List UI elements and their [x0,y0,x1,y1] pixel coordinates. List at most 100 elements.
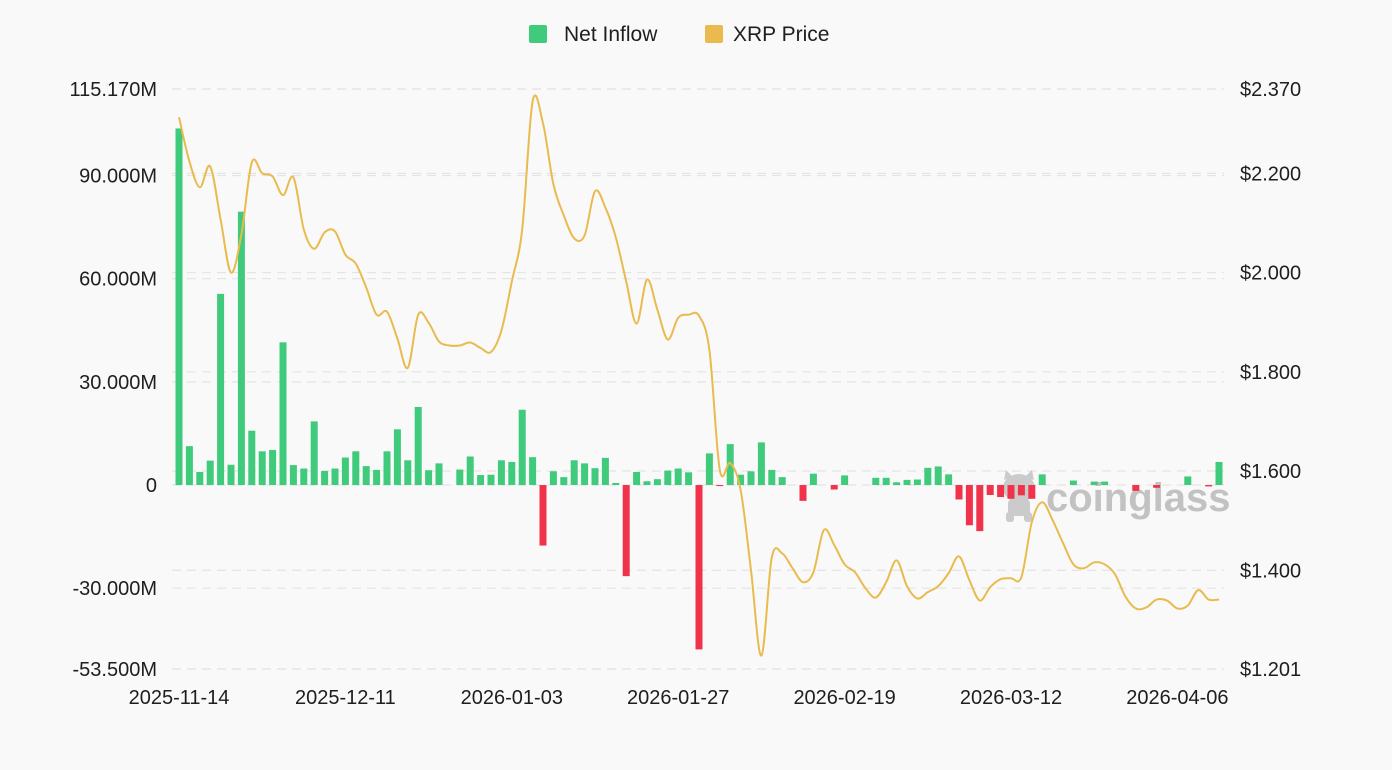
inflow-bar[interactable] [497,460,505,486]
inflow-bar[interactable] [248,430,256,486]
inflow-bar[interactable] [591,468,599,486]
inflow-bar[interactable] [310,421,318,486]
inflow-bar[interactable] [414,406,422,486]
coinglass-watermark: coinglass [1003,470,1231,522]
inflow-bar[interactable] [1184,476,1192,486]
inflow-bar[interactable] [1038,474,1046,486]
outflow-bar[interactable] [1007,485,1015,499]
inflow-bar[interactable] [685,472,693,486]
x-tick-label: 2025-11-14 [129,687,230,709]
inflow-bar[interactable] [934,466,942,486]
inflow-bar[interactable] [841,475,849,486]
inflow-bar[interactable] [778,477,786,486]
inflow-bar[interactable] [768,469,776,486]
outflow-bar[interactable] [1205,485,1213,487]
gridlines [172,88,1224,670]
inflow-bar[interactable] [893,482,901,486]
inflow-bar[interactable] [227,464,235,486]
inflow-bar[interactable] [518,409,526,486]
inflow-bar[interactable] [341,457,349,486]
inflow-bar[interactable] [508,461,516,486]
inflow-bar[interactable] [601,457,609,486]
inflow-bar[interactable] [331,468,339,486]
outflow-bar[interactable] [695,485,703,650]
inflow-bar[interactable] [809,473,817,486]
inflow-bar[interactable] [404,460,412,486]
inflow-bar[interactable] [1215,461,1223,486]
inflow-bar[interactable] [321,470,329,486]
outflow-bar[interactable] [1132,485,1140,491]
inflow-bar[interactable] [945,474,953,486]
inflow-bar[interactable] [872,477,880,486]
outflow-bar[interactable] [830,485,838,490]
inflow-bar[interactable] [705,453,713,486]
inflow-bar[interactable] [529,457,537,486]
inflow-bar[interactable] [643,481,651,486]
inflow-bar[interactable] [456,469,464,486]
inflow-bar[interactable] [279,342,287,486]
inflow-bar[interactable] [425,470,433,486]
inflow-bar[interactable] [269,449,277,486]
outflow-bar[interactable] [1017,485,1025,496]
inflow-bar[interactable] [466,456,474,486]
inflow-bar[interactable] [674,468,682,486]
inflow-bar[interactable] [882,477,890,486]
inflow-bar[interactable] [633,471,641,486]
inflow-bar[interactable] [217,293,225,486]
inflow-bar[interactable] [664,470,672,486]
left-axis: 115.170M 90.000M 60.000M 30.000M 0 -30.000M -5… [70,79,157,681]
right-tick-label: $2.200 [1240,163,1301,185]
outflow-bar[interactable] [539,485,547,546]
inflow-bar[interactable] [726,444,734,486]
inflow-bar[interactable] [237,211,245,486]
net-inflow-swatch [529,25,547,43]
outflow-bar[interactable] [997,485,1005,498]
inflow-bar[interactable] [393,429,401,486]
legend-item-xrp-price[interactable]: XRP Price [705,23,829,46]
outflow-bar[interactable] [955,485,963,500]
inflow-bar[interactable] [1090,481,1098,486]
inflow-bar[interactable] [196,471,204,486]
inflow-bar[interactable] [757,442,765,486]
left-tick-label: -53.500M [73,659,158,681]
outflow-bar[interactable] [1028,485,1036,499]
inflow-bar[interactable] [487,474,495,486]
inflow-bar[interactable] [913,479,921,486]
inflow-bar[interactable] [258,451,266,486]
legend-item-net-inflow[interactable]: Net Inflow [529,23,658,46]
inflow-bar[interactable] [477,475,485,486]
inflow-bar[interactable] [653,479,661,486]
inflow-bar[interactable] [206,460,214,486]
inflow-bar[interactable] [289,465,297,486]
outflow-bar[interactable] [799,485,807,501]
inflow-bar[interactable] [549,471,557,486]
inflow-bar[interactable] [612,482,620,486]
inflow-bar[interactable] [300,468,308,486]
inflow-bar[interactable] [924,467,932,486]
inflow-bar[interactable] [1101,481,1109,486]
inflow-bar[interactable] [560,477,568,486]
inflow-bar[interactable] [570,460,578,486]
inflow-bar[interactable] [175,128,183,486]
inflow-bar[interactable] [352,451,360,486]
inflow-bar[interactable] [435,463,443,486]
inflow-bar[interactable] [903,479,911,486]
right-tick-label: $1.800 [1240,362,1301,384]
inflow-bar[interactable] [747,471,755,486]
right-axis: $2.370 $2.200 $2.000 $1.800 $1.600 $1.400 $1.2… [1240,79,1301,681]
inflow-bar[interactable] [362,466,370,486]
inflow-bar[interactable] [185,446,193,486]
outflow-bar[interactable] [976,485,984,532]
inflow-bar[interactable] [383,451,391,486]
outflow-bar[interactable] [622,485,630,577]
outflow-bar[interactable] [1153,485,1161,488]
inflow-bar[interactable] [373,469,381,486]
outflow-bar[interactable] [965,485,973,526]
inflow-bar[interactable] [1069,480,1077,486]
outflow-bar[interactable] [716,485,724,487]
inflow-bar[interactable] [737,474,745,486]
inflow-bar[interactable] [581,463,589,486]
x-tick-label: 2026-03-12 [960,687,1062,709]
left-tick-label: 0 [146,475,157,497]
outflow-bar[interactable] [986,485,994,496]
